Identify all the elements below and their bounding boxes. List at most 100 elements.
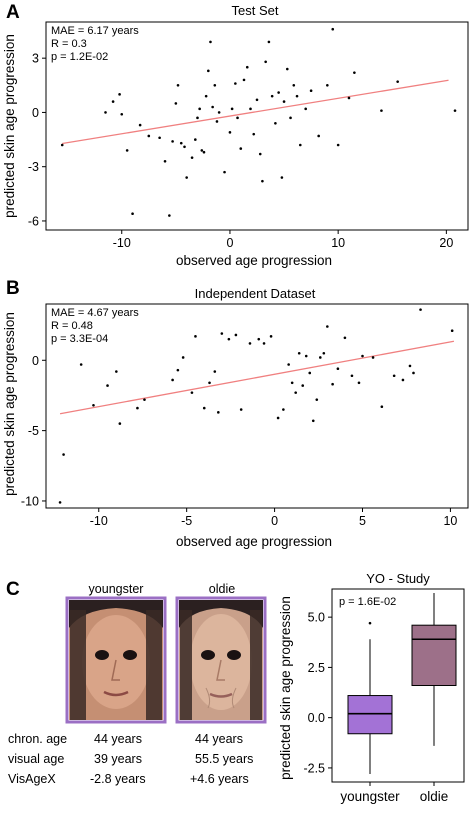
x-tick-label-c: oldie <box>420 789 449 804</box>
stat-p-c: p = 1.6E-02 <box>339 596 396 608</box>
data-point-b <box>92 403 95 407</box>
data-point-b <box>202 406 206 410</box>
y-tick-label-c: -2.5 <box>303 761 325 775</box>
data-point-a <box>176 84 180 87</box>
plot-frame-c <box>331 588 465 783</box>
panel-b: B Independent Dataset MAE = 4.67 years R… <box>2 278 469 549</box>
data-point-a <box>336 143 340 147</box>
data-point-b <box>450 329 454 333</box>
face-row-oldie-value: 55.5 years <box>195 752 253 766</box>
data-point-a <box>261 179 264 183</box>
data-point-a <box>196 116 199 120</box>
face-row-oldie-value: 44 years <box>195 732 243 746</box>
data-point-a <box>396 80 399 83</box>
plot-frame-b <box>45 303 469 509</box>
data-point-a <box>179 141 183 145</box>
data-point-b <box>311 419 315 423</box>
face-row-youngster-value: 44 years <box>94 732 142 746</box>
data-point-b <box>176 368 180 372</box>
data-point-b <box>380 405 384 409</box>
data-point-a <box>304 107 307 111</box>
face-row-label: chron. age <box>8 732 67 746</box>
data-point-b <box>287 363 290 366</box>
y-tick-label-b: -5 <box>28 424 39 438</box>
data-point-b <box>248 342 252 345</box>
data-point-b <box>419 308 422 311</box>
chart-title-a: Test Set <box>232 3 279 18</box>
x-tick-label-b: 5 <box>359 514 366 528</box>
data-point-b <box>276 416 280 420</box>
data-point-a <box>295 94 299 98</box>
data-point-a <box>198 107 201 111</box>
data-point-a <box>289 116 292 120</box>
chart-title-b: Independent Dataset <box>195 286 316 301</box>
data-point-b <box>401 378 405 382</box>
data-point-a <box>326 84 329 87</box>
y-tick-label-a: 3 <box>32 52 39 66</box>
data-point-a <box>274 121 277 125</box>
data-point-b <box>136 406 139 410</box>
y-tick-label-c: 5.0 <box>308 611 325 625</box>
data-point-a <box>118 93 121 96</box>
face-row-label: VisAgeX <box>8 772 56 786</box>
panel-a: A Test Set MAE = 6.17 years R = 0.3 p = … <box>2 2 469 268</box>
data-point-b <box>115 370 118 373</box>
box-youngster <box>347 695 393 735</box>
data-point-a <box>270 94 274 98</box>
oldie-face-photo <box>175 596 267 724</box>
data-point-a <box>258 152 262 156</box>
data-point-a <box>331 27 335 31</box>
data-point-b <box>106 384 109 387</box>
data-point-b <box>213 370 217 373</box>
data-point-a <box>242 78 246 82</box>
data-point-a <box>298 143 302 147</box>
data-point-b <box>282 408 285 411</box>
data-point-a <box>267 40 271 44</box>
y-axis-label-a: predicted skin age progression <box>2 34 17 218</box>
y-tick-label-b: -10 <box>21 494 39 508</box>
data-point-a <box>207 69 210 73</box>
data-point-b <box>343 336 347 340</box>
data-point-a <box>147 134 151 138</box>
data-point-b <box>301 384 305 387</box>
stats-block-b: MAE = 4.67 years R = 0.48 p = 3.3E-04 <box>51 307 139 345</box>
data-point-b <box>297 351 301 355</box>
y-tick-label-b: 0 <box>32 354 39 368</box>
data-point-b <box>194 335 197 338</box>
data-point-a <box>252 132 256 136</box>
face-row-oldie-value: +4.6 years <box>190 772 249 786</box>
data-point-b <box>181 356 185 359</box>
face-row-visual-age: visual age 39 years 55.5 years <box>8 752 253 766</box>
data-point-b <box>412 371 415 375</box>
data-point-b <box>304 354 308 358</box>
x-tick-label-b: -5 <box>181 514 192 528</box>
plot-area-b: -10 -5 0 5 10 -10 -5 0 <box>21 308 457 528</box>
data-point-b <box>319 356 322 359</box>
data-point-b <box>336 367 340 371</box>
data-point-a <box>131 212 134 216</box>
data-point-b <box>294 391 297 394</box>
data-point-a <box>171 140 174 143</box>
data-point-a <box>236 116 239 120</box>
face-row-label: visual age <box>8 752 64 766</box>
face-row-visagex: VisAgeX -2.8 years +4.6 years <box>8 772 249 786</box>
data-point-a <box>234 82 237 85</box>
face-row-youngster-value: -2.8 years <box>90 772 146 786</box>
data-point-a <box>317 134 320 138</box>
data-point-a <box>280 176 284 179</box>
data-point-b <box>171 378 174 382</box>
x-tick-label-a: 10 <box>331 236 345 250</box>
data-point-a <box>255 98 259 102</box>
stat-mae-b: MAE = 4.67 years <box>51 307 139 319</box>
x-tick-label-b: -10 <box>90 514 108 528</box>
data-point-a <box>185 176 188 179</box>
data-point-a <box>138 123 142 127</box>
data-point-a <box>277 91 280 94</box>
data-point-b <box>79 363 83 366</box>
stat-mae-a: MAE = 6.17 years <box>51 25 139 37</box>
x-tick-label-a: 20 <box>439 236 453 250</box>
data-point-a <box>209 40 212 44</box>
data-point-a <box>163 159 167 163</box>
data-point-a <box>204 94 208 98</box>
